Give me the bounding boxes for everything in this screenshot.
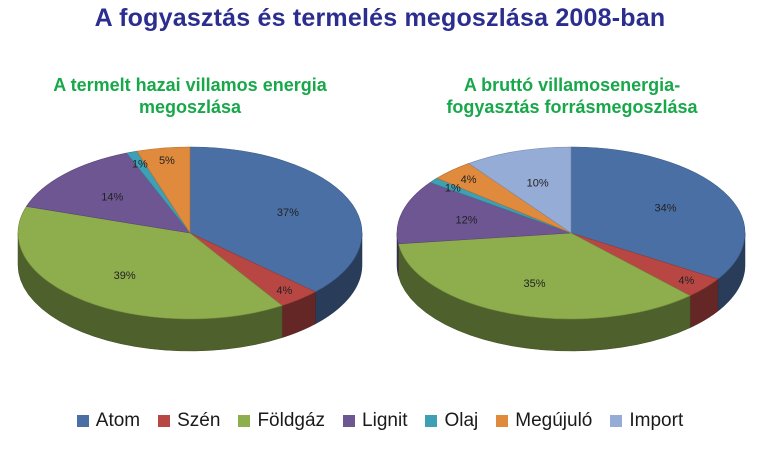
data-label-import: 10% bbox=[527, 177, 549, 189]
data-label-olaj: 1% bbox=[132, 158, 148, 170]
pie-slice-földgáz bbox=[397, 232, 691, 320]
legend-label: Földgáz bbox=[257, 410, 326, 431]
data-label-megújuló: 5% bbox=[159, 155, 175, 167]
legend-item-földgáz: Földgáz bbox=[238, 410, 325, 432]
legend-item-atom: Atom bbox=[76, 410, 141, 432]
legend-swatch bbox=[76, 415, 89, 427]
pie-slice-lignit bbox=[396, 182, 572, 245]
legend-swatch bbox=[496, 415, 509, 427]
pie-chart-production: 37% 4% 39% 14% 1% 5% bbox=[17, 146, 363, 352]
pie-slice-atom bbox=[570, 146, 746, 280]
legend: Atom Szén Földgáz Lignit Olaj Megújuló Import bbox=[0, 408, 760, 434]
legend-label: Import bbox=[629, 410, 684, 431]
pie-side bbox=[396, 232, 746, 352]
legend-item-lignit: Lignit bbox=[343, 410, 407, 432]
pie-slice-atom bbox=[189, 146, 363, 293]
pie-slice-import bbox=[468, 146, 572, 234]
pie-title-consumption: A bruttó villamosenergia-fogyasztás forr… bbox=[446, 75, 698, 117]
legend-item-szén: Szén bbox=[158, 410, 220, 432]
data-label-lignit: 14% bbox=[101, 192, 123, 204]
pie-side bbox=[17, 232, 363, 352]
data-label-földgáz: 39% bbox=[114, 270, 136, 282]
data-label-szén: 4% bbox=[678, 275, 694, 287]
pie-chart-consumption: 34%4%35%12%1%4% 10% bbox=[396, 146, 746, 352]
chart-title: A fogyasztás és termelés megoszlása 2008… bbox=[94, 4, 666, 32]
pie-slice-megújuló bbox=[136, 146, 191, 235]
data-label-lignit: 12% bbox=[455, 215, 477, 227]
legend-item-import: Import bbox=[610, 410, 683, 432]
legend-label: Olaj bbox=[444, 410, 479, 431]
legend-item-olaj: Olaj bbox=[425, 410, 478, 432]
legend-item-megújuló: Megújuló bbox=[496, 410, 592, 432]
legend-swatch bbox=[158, 415, 171, 427]
pie-slice-lignit bbox=[25, 152, 191, 234]
legend-swatch bbox=[425, 415, 438, 427]
data-label-megújuló: 4% bbox=[461, 174, 477, 186]
data-label-atom: 37% bbox=[277, 207, 299, 219]
legend-swatch bbox=[610, 415, 623, 427]
pie-slice-földgáz bbox=[17, 206, 283, 320]
data-label-földgáz: 35% bbox=[523, 278, 545, 290]
data-label-szén: 4% bbox=[276, 285, 292, 297]
pie-title-production: A termelt hazai villamos energia megoszl… bbox=[53, 75, 327, 117]
legend-label: Megújuló bbox=[515, 410, 593, 431]
data-label-atom: 34% bbox=[654, 202, 676, 214]
legend-swatch bbox=[238, 415, 251, 427]
data-label-olaj: 1% bbox=[445, 183, 461, 195]
legend-label: Atom bbox=[95, 410, 141, 431]
legend-swatch bbox=[343, 415, 356, 427]
legend-label: Lignit bbox=[362, 410, 408, 431]
legend-label: Szén bbox=[177, 410, 221, 431]
